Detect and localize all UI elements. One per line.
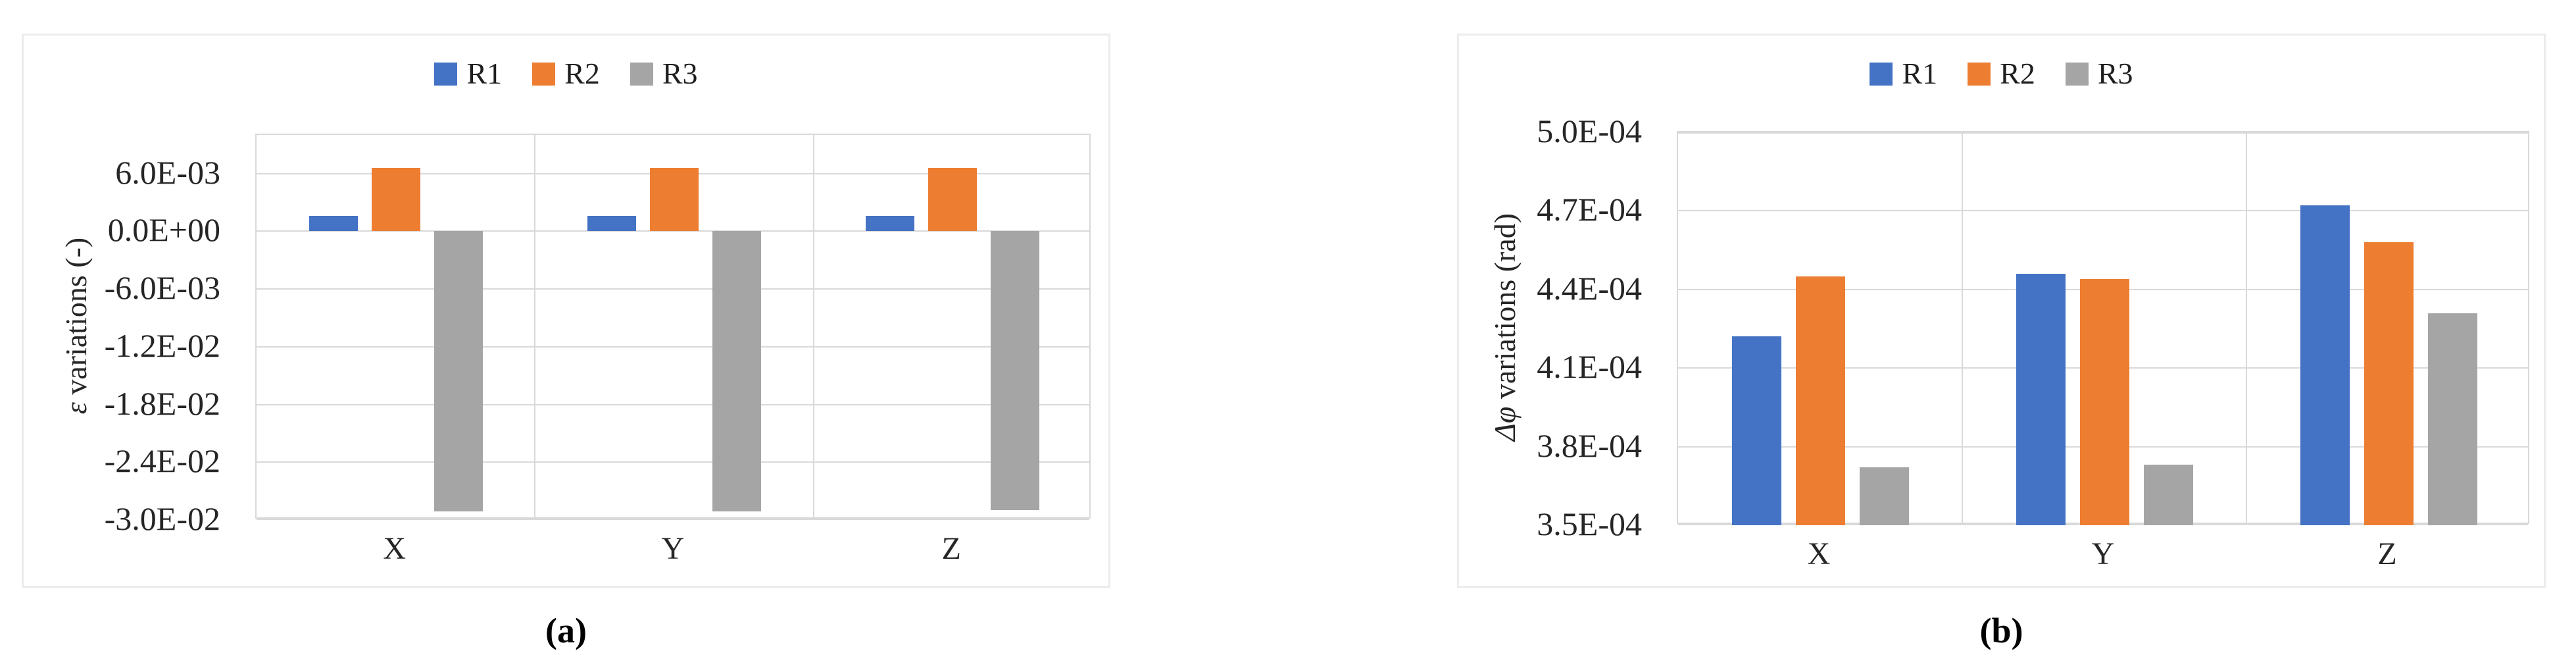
r1-bar-x <box>309 215 358 232</box>
r3-bar-z <box>2427 313 2477 525</box>
gridline <box>1962 132 1963 523</box>
y-tick-label: 6.0E-03 <box>115 153 220 191</box>
y-tick-label: 0.0E+00 <box>107 211 220 249</box>
r3-bar-z <box>991 231 1040 511</box>
legend-label: R2 <box>2000 57 2035 90</box>
r2-bar-x <box>371 167 420 232</box>
legend: R1 R2 R3 <box>1459 57 2544 90</box>
legend-swatch-r3 <box>2065 62 2089 86</box>
panel-caption-b: (b) <box>1979 611 2023 650</box>
legend-label: R3 <box>2097 57 2133 90</box>
x-axis-labels: X Y Z <box>1677 537 2529 574</box>
gridline <box>812 135 814 517</box>
r1-bar-z <box>2300 205 2350 525</box>
y-tick-label: -6.0E-03 <box>104 269 220 306</box>
r2-bar-z <box>2364 242 2414 525</box>
legend-item-r1: R1 <box>1870 57 1938 90</box>
legend-swatch-r3 <box>630 62 653 86</box>
y-tick-label: -1.8E-02 <box>104 384 220 422</box>
gridline <box>257 519 1089 520</box>
r1-bar-x <box>1731 336 1781 525</box>
r2-bar-z <box>928 167 978 232</box>
y-axis-ticks: 5.0E-04 4.7E-04 4.4E-04 4.1E-04 3.8E-04 3.5E-… <box>1459 115 1642 540</box>
legend-label: R1 <box>1902 57 1938 90</box>
legend-item-r2: R2 <box>532 57 600 90</box>
gridline <box>257 461 1089 463</box>
gridline <box>257 346 1089 348</box>
legend-swatch-r2 <box>1968 62 1991 86</box>
legend: R1 R2 R3 <box>24 57 1108 90</box>
legend-label: R1 <box>466 57 503 90</box>
y-tick-label: 3.5E-04 <box>1537 505 1642 542</box>
legend-swatch-r2 <box>532 62 556 86</box>
y-tick-label: 4.4E-04 <box>1537 269 1642 307</box>
x-category-label: Y <box>2091 536 2115 571</box>
r2-bar-x <box>1795 276 1845 525</box>
x-category-label: Z <box>941 531 961 566</box>
plot-area <box>1677 131 2529 525</box>
legend-item-r1: R1 <box>434 57 503 90</box>
x-category-label: Z <box>2377 536 2397 571</box>
plot-area <box>255 134 1091 520</box>
y-tick-label: -2.4E-02 <box>104 442 220 480</box>
y-tick-label: -3.0E-02 <box>104 500 220 537</box>
y-tick-label: -1.2E-02 <box>104 326 220 364</box>
legend-item-r3: R3 <box>630 57 698 90</box>
x-category-label: X <box>1807 536 1831 571</box>
r3-bar-y <box>2143 465 2193 525</box>
y-tick-label: 4.1E-04 <box>1537 348 1642 386</box>
y-tick-label: 5.0E-04 <box>1537 113 1642 149</box>
x-category-label: X <box>383 531 406 566</box>
r3-bar-y <box>712 231 761 511</box>
legend-item-r3: R3 <box>2065 57 2133 90</box>
chart-panel-b: R1 R2 R3 Δφ variations (rad) 5.0E-04 4.7E-0… <box>1457 34 2546 588</box>
r1-bar-z <box>866 215 915 232</box>
x-category-label: Y <box>661 531 685 566</box>
legend-item-r2: R2 <box>1968 57 2035 90</box>
r2-bar-y <box>2079 278 2129 525</box>
r1-bar-y <box>2016 273 2066 525</box>
r3-bar-x <box>433 231 483 511</box>
chart-panel-a: R1 R2 R3 ε variations (-) 6.0E-03 0.0E+00 -6… <box>22 34 1110 588</box>
legend-swatch-r1 <box>434 62 458 86</box>
gridline <box>257 230 1089 232</box>
gridline <box>534 135 536 517</box>
r1-bar-y <box>587 215 636 232</box>
r2-bar-y <box>650 167 699 232</box>
legend-label: R3 <box>662 57 698 90</box>
legend-label: R2 <box>564 57 600 90</box>
r3-bar-x <box>1859 467 1909 525</box>
y-tick-label: 4.7E-04 <box>1537 191 1642 228</box>
gridline <box>1678 210 2528 212</box>
gridline <box>257 403 1089 405</box>
y-tick-label: 3.8E-04 <box>1537 426 1642 464</box>
x-axis-labels: X Y Z <box>255 532 1091 569</box>
gridline <box>1678 132 2528 134</box>
gridline <box>2246 132 2247 523</box>
gridline <box>257 288 1089 290</box>
y-axis-ticks: 6.0E-03 0.0E+00 -6.0E-03 -1.2E-02 -1.8E-02 -2… <box>24 134 220 536</box>
legend-swatch-r1 <box>1870 62 1893 86</box>
panel-caption-a: (a) <box>545 611 587 650</box>
